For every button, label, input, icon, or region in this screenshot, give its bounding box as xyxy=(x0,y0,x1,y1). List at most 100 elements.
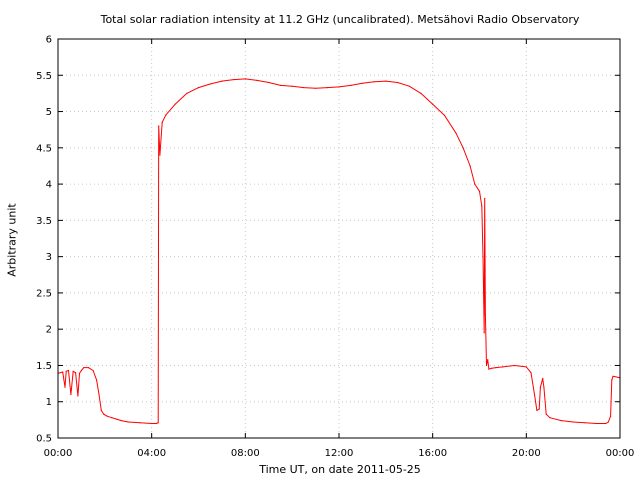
data-point xyxy=(256,79,258,81)
data-point xyxy=(502,366,504,368)
data-point xyxy=(209,83,211,85)
data-point xyxy=(197,87,200,89)
data-point xyxy=(420,92,422,94)
data-point xyxy=(485,364,488,367)
data-point xyxy=(139,422,141,424)
data-point xyxy=(174,103,176,105)
data-point xyxy=(543,386,545,388)
data-point xyxy=(350,84,352,86)
data-point xyxy=(361,82,363,84)
y-tick-label: 1 xyxy=(46,397,52,408)
data-point xyxy=(155,422,157,425)
data-point xyxy=(572,421,574,423)
data-point xyxy=(474,183,476,185)
y-tick-label: 6 xyxy=(46,35,52,46)
data-point xyxy=(482,256,484,258)
y-tick-label: 4.5 xyxy=(36,143,52,154)
plot-frame xyxy=(57,38,621,439)
data-point xyxy=(98,393,100,396)
data-point xyxy=(545,413,547,415)
y-tick-label: 3 xyxy=(46,252,52,263)
y-tick-labels: 0.5 1 1.5 2 2.5 3 3.5 4 4.5 5 5.5 6 xyxy=(36,35,52,445)
data-point xyxy=(279,84,282,86)
data-point xyxy=(530,372,532,374)
x-tick-label: 12:00 xyxy=(325,448,354,459)
data-point xyxy=(104,414,106,416)
x-axis-label: Time UT, on date 2011-05-25 xyxy=(259,463,421,476)
data-point xyxy=(495,367,497,369)
x-tick-label: 00:00 xyxy=(606,448,635,459)
data-point xyxy=(539,386,542,388)
data-point xyxy=(161,121,163,123)
data-point xyxy=(462,147,464,149)
x-tick-label: 00:00 xyxy=(44,448,73,459)
data-point xyxy=(596,422,598,425)
y-tick-label: 4 xyxy=(46,180,52,191)
data-point xyxy=(303,87,305,89)
data-point xyxy=(549,417,551,419)
data-point xyxy=(373,81,375,83)
data-point xyxy=(525,366,527,368)
data-point xyxy=(514,364,516,367)
x-tick-label: 20:00 xyxy=(512,448,541,459)
data-point xyxy=(483,332,485,334)
data-point xyxy=(536,409,538,411)
data-point xyxy=(484,198,486,200)
data-point xyxy=(338,86,340,88)
data-point xyxy=(87,367,89,369)
series-group xyxy=(57,78,621,425)
tick-marks xyxy=(57,38,621,439)
data-point xyxy=(83,367,85,369)
data-point xyxy=(396,81,399,84)
data-point xyxy=(221,80,223,82)
x-tick-label: 08:00 xyxy=(231,448,260,459)
data-point xyxy=(72,370,74,372)
data-point xyxy=(408,85,410,87)
data-point xyxy=(584,422,586,424)
y-tick-label: 1.5 xyxy=(36,361,52,372)
data-point xyxy=(92,369,94,372)
data-point xyxy=(186,92,188,94)
y-tick-label: 3.5 xyxy=(36,216,52,227)
data-point xyxy=(469,165,471,167)
data-point xyxy=(605,422,607,425)
data-point xyxy=(611,379,613,381)
data-point xyxy=(244,78,246,80)
data-point xyxy=(75,372,77,374)
data-point xyxy=(607,421,609,423)
data-point xyxy=(111,417,113,419)
data-point xyxy=(481,205,483,207)
data-point xyxy=(315,87,317,89)
data-point xyxy=(65,370,67,372)
data-point xyxy=(533,393,536,396)
y-tick-label: 2.5 xyxy=(36,288,52,299)
data-point xyxy=(158,125,160,127)
data-point xyxy=(610,415,612,417)
data-point xyxy=(103,413,105,415)
data-point xyxy=(487,359,489,361)
data-point xyxy=(159,154,161,156)
data-point xyxy=(157,422,159,424)
data-point xyxy=(96,379,98,381)
data-point xyxy=(165,114,167,116)
data-point xyxy=(612,375,614,377)
data-point xyxy=(64,386,66,388)
data-point xyxy=(326,87,328,89)
data-point xyxy=(488,368,490,370)
y-tick-label: 0.5 xyxy=(36,434,52,445)
data-point xyxy=(542,377,544,380)
data-point xyxy=(70,393,72,396)
data-point xyxy=(106,415,108,417)
data-point xyxy=(538,408,540,410)
x-tick-label: 16:00 xyxy=(418,448,447,459)
y-tick-label: 2 xyxy=(46,325,52,336)
data-point xyxy=(268,81,270,84)
y-tick-label: 5 xyxy=(46,107,52,118)
data-point xyxy=(77,395,79,397)
data-point xyxy=(62,371,64,373)
data-point xyxy=(443,114,445,116)
x-tick-labels: 00:00 04:00 08:00 12:00 16:00 20:00 00:00 xyxy=(44,448,635,459)
data-point xyxy=(432,103,434,105)
chart-title: Total solar radiation intensity at 11.2 … xyxy=(100,13,580,26)
